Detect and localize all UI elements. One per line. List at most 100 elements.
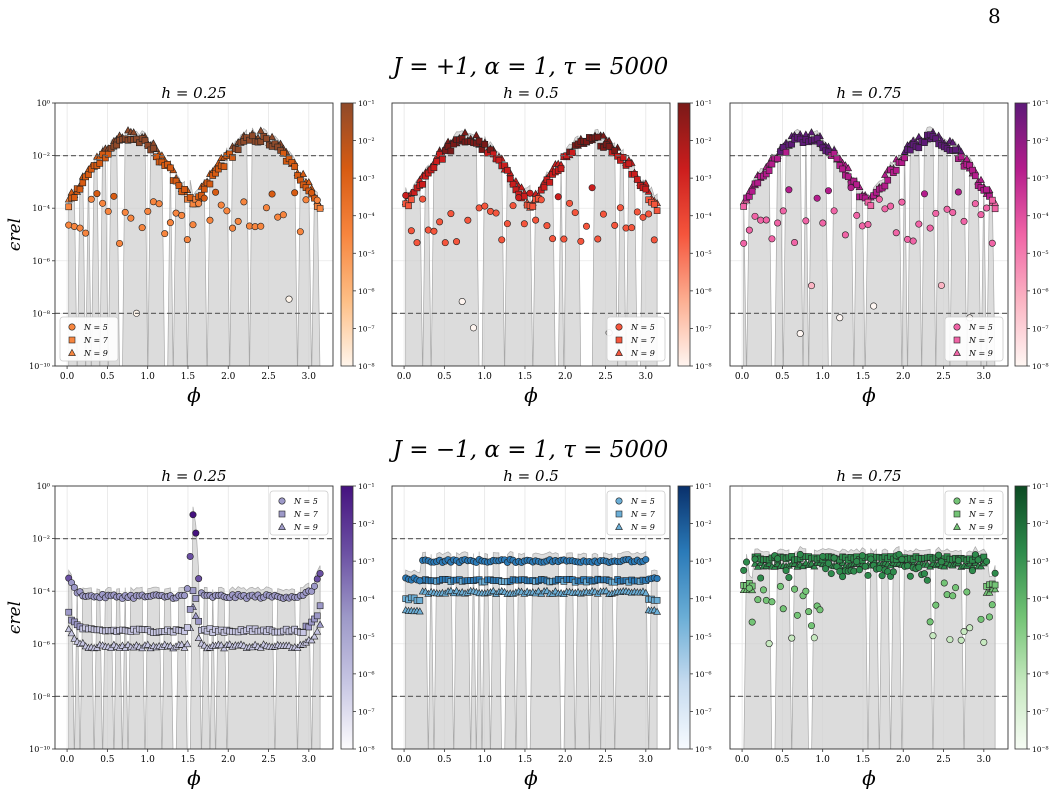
marker-N5 <box>195 200 203 208</box>
marker-N5 <box>881 205 889 213</box>
marker-N5 <box>65 221 73 229</box>
legend-marker-N7 <box>68 336 76 344</box>
x-tick-label: 3.0 <box>302 755 317 765</box>
x-tick-label: 2.5 <box>261 755 276 765</box>
marker-N5 <box>824 559 832 567</box>
marker-N9 <box>599 131 608 139</box>
marker-N7 <box>991 205 999 213</box>
marker-N5 <box>861 562 869 570</box>
marker-N7 <box>957 153 965 161</box>
marker-N5 <box>983 204 991 212</box>
marker-N5 <box>571 209 579 217</box>
marker-N5 <box>195 575 203 583</box>
marker-N7 <box>972 172 979 180</box>
marker-N5 <box>161 230 169 238</box>
marker-N7 <box>867 202 875 209</box>
marker-N7 <box>481 141 489 148</box>
marker-N5 <box>498 236 506 244</box>
marker-N7 <box>181 186 188 193</box>
legend: N = 5 N = 7 N = 9 <box>59 316 119 362</box>
marker-N9 <box>807 128 816 136</box>
marker-N5 <box>779 207 787 215</box>
marker-N5 <box>867 555 875 563</box>
legend-label: N = 5 <box>968 497 993 506</box>
x-tick-label: 2.5 <box>598 372 613 382</box>
y-tick-label: 10⁻⁸ <box>32 692 50 701</box>
marker-N5 <box>864 220 872 228</box>
marker-N5 <box>839 573 847 581</box>
x-tick-label: 2.5 <box>936 372 951 382</box>
colorbar-tick-label: 10⁻³ <box>358 174 375 183</box>
marker-N5 <box>416 577 424 585</box>
marker-N7 <box>504 166 511 174</box>
colorbar-tick-label: 10⁻⁸ <box>358 362 375 371</box>
marker-N5 <box>599 210 607 218</box>
marker-N7 <box>150 144 157 152</box>
marker-N7 <box>419 180 426 188</box>
colorbar-tick-label: 10⁻⁵ <box>695 249 712 258</box>
legend-label: N = 7 <box>968 510 994 519</box>
colorbar-tick-label: 10⁻⁸ <box>695 745 712 754</box>
marker-N7 <box>206 180 214 188</box>
marker-N5 <box>847 184 855 192</box>
marker-N5 <box>70 584 78 592</box>
marker-N5 <box>464 216 472 224</box>
marker-N5 <box>262 204 270 212</box>
marker-N5 <box>932 601 940 609</box>
marker-N5 <box>988 239 996 247</box>
marker-N5 <box>407 227 415 235</box>
marker-N9 <box>313 627 322 635</box>
marker-N5 <box>515 194 523 202</box>
marker-N7 <box>475 137 483 145</box>
marker-N5 <box>805 608 813 616</box>
row-title-bottom: J = −1, α = 1, τ = 5000 <box>392 437 669 463</box>
panel-3: 0.0 0.5 1.0 1.5 2.0 2.5 3.0 ϕ 10⁰ 10⁻² 10⁻⁴ 10⁻⁶ 10⁻… <box>5 467 375 790</box>
marker-N7 <box>969 166 976 174</box>
x-tick-label: 1.5 <box>856 372 871 382</box>
legend-label: N = 7 <box>83 336 109 345</box>
marker-N5 <box>980 638 988 646</box>
marker-N5 <box>240 198 248 206</box>
marker-N5 <box>110 192 118 200</box>
y-tick-label: 10⁻⁴ <box>32 204 50 213</box>
panel-1: 0.0 0.5 1.0 1.5 2.0 2.5 3.0 ϕ h = 0.5 10⁻¹ 10⁻² 10⁻… <box>391 84 712 407</box>
colorbar-tick-label: 10⁻¹ <box>1032 99 1049 108</box>
marker-N7 <box>653 596 661 604</box>
axes-frame <box>54 485 334 750</box>
x-tick-label: 0.0 <box>60 372 75 382</box>
y-tick-label: 10⁻² <box>32 535 50 544</box>
colorbar <box>677 102 691 367</box>
colorbar-tick-label: 10⁻⁴ <box>358 595 375 604</box>
marker-N7 <box>280 150 287 157</box>
marker-N7 <box>650 200 658 208</box>
x-axis-label: ϕ <box>187 766 201 790</box>
marker-N7 <box>921 139 928 146</box>
marker-N7 <box>104 150 112 158</box>
marker-N7 <box>901 154 909 162</box>
marker-N5 <box>813 194 821 202</box>
legend-marker-N9 <box>953 348 961 356</box>
marker-N7 <box>991 581 999 589</box>
y-axis-label: ϵrel <box>5 218 25 251</box>
marker-N5 <box>915 220 923 228</box>
marker-N5 <box>560 235 568 243</box>
x-tick-label: 2.0 <box>221 755 236 765</box>
legend-label: N = 7 <box>630 336 656 345</box>
marker-N5 <box>257 222 265 230</box>
marker-N5 <box>810 634 818 642</box>
marker-N5 <box>754 596 762 604</box>
marker-N5 <box>954 188 962 196</box>
panel-title: h = 0.25 <box>161 84 226 102</box>
colorbar-tick-label: 10⁻⁶ <box>358 287 375 296</box>
marker-N5 <box>116 239 124 247</box>
marker-N7 <box>291 163 298 170</box>
marker-N7 <box>408 196 415 203</box>
marker-N5 <box>642 556 650 564</box>
colorbar-tick-label: 10⁻⁴ <box>358 212 375 221</box>
marker-N5 <box>520 220 528 228</box>
marker-N7 <box>529 203 537 210</box>
plot-area <box>64 126 325 366</box>
plot-area <box>64 506 325 749</box>
x-axis-label: ϕ <box>862 766 876 790</box>
y-tick-label: 10⁻⁶ <box>32 640 50 649</box>
